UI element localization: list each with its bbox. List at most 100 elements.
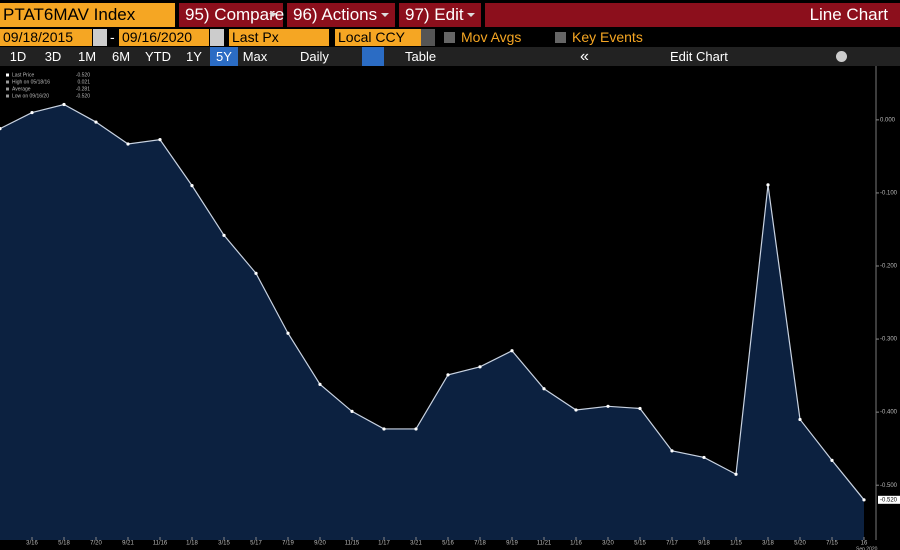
point (702, 455, 706, 460)
x-tick-label: 7/20 (90, 541, 102, 547)
legend-value: -0.520 (76, 72, 90, 78)
chart: 3/16 5/18 7/20 9/21 11/16 1/18 3/15 5/17 7/19 9/2… (0, 66, 900, 550)
period-button[interactable]: 6M (111, 49, 131, 64)
point (158, 138, 162, 142)
legend-value: -0.520 (76, 93, 90, 99)
point (670, 449, 674, 453)
point (382, 427, 386, 431)
x-tick-label: 9/18 (698, 541, 710, 547)
view-title: Line Chart (485, 3, 900, 27)
period-button[interactable]: 1M (77, 49, 97, 64)
point (478, 365, 482, 369)
x-tick-label: 5/15 (634, 541, 646, 547)
legend-label: Low on 09/16/20 (12, 93, 49, 99)
currency-select[interactable]: Local CCY (335, 29, 421, 46)
legend-label: High on 05/18/16 (12, 79, 50, 85)
area (0, 104, 864, 541)
calendar-icon[interactable] (93, 29, 107, 46)
edit-chart-button[interactable]: Edit Chart (670, 49, 728, 64)
period-button[interactable]: Max (242, 49, 268, 64)
collapse-button[interactable]: « (580, 48, 589, 65)
legend-value: -0.281 (76, 86, 90, 92)
end-date[interactable]: 09/16/2020 (119, 29, 209, 46)
last-value-box (878, 495, 900, 504)
period-button[interactable]: 1Y (186, 49, 202, 64)
point (734, 472, 738, 476)
x-tick-label: 3/21 (410, 541, 422, 547)
x-tick-label: 3/16 (26, 541, 38, 547)
x-tick-label: 11/16 (153, 541, 168, 547)
calendar-icon[interactable] (210, 29, 224, 46)
compare-button[interactable]: 95) Compare (179, 3, 284, 27)
period-button[interactable]: 1D (9, 49, 27, 64)
x-tick-label: 1/16 (570, 541, 582, 547)
y-tick-label: -0.200 (880, 264, 898, 270)
period-button[interactable]: YTD (145, 49, 171, 64)
x-tick-label: 5/20 (794, 541, 806, 547)
legend-label: Average (12, 86, 31, 92)
frequency-select[interactable]: Daily (300, 49, 329, 64)
chart-type-icon[interactable] (362, 47, 384, 66)
point (830, 458, 834, 462)
x-tick-label: 11/15 (345, 541, 360, 547)
legend-marker (6, 87, 9, 91)
key-events-option[interactable]: Key Events (572, 29, 643, 45)
x-sublabel: Sep 2020 (856, 546, 878, 550)
legend-marker (6, 80, 9, 84)
point (542, 387, 546, 391)
security-field[interactable]: PTAT6MAV Index (0, 3, 175, 27)
x-tick-label: 7/17 (666, 541, 678, 547)
edit-button[interactable]: 97) Edit (399, 3, 481, 27)
checkbox[interactable] (444, 32, 455, 43)
x-tick-label: 3/20 (602, 541, 614, 547)
x-tick-label: 16 (861, 541, 868, 547)
x-tick-label: 3/15 (218, 541, 230, 547)
point (638, 406, 642, 411)
x-tick-label: 7/15 (826, 541, 838, 547)
point (62, 102, 66, 107)
x-tick-label: 9/21 (122, 541, 134, 547)
x-tick-label: 5/18 (58, 541, 70, 547)
settings-icon[interactable] (836, 51, 847, 62)
point (862, 498, 866, 502)
x-tick-label: 9/19 (506, 541, 518, 547)
dropdown-icon[interactable] (421, 29, 435, 46)
x-tick-label: 5/16 (442, 541, 454, 547)
point (414, 427, 418, 431)
y-tick-label: -0.300 (880, 337, 898, 343)
y-tick-label: 0.000 (880, 117, 896, 123)
y-tick-label: -0.400 (880, 410, 898, 416)
x-tick-label: 1/18 (186, 541, 198, 547)
point (350, 409, 354, 414)
legend-label: Last Price (12, 72, 34, 78)
legend-marker (6, 94, 9, 98)
x-tick-label: 1/15 (730, 541, 742, 547)
checkbox[interactable] (555, 32, 566, 43)
point (254, 271, 258, 275)
point (30, 110, 34, 115)
period-button[interactable]: 5Y (210, 47, 238, 66)
point (446, 373, 450, 377)
period-button[interactable]: 3D (44, 49, 62, 64)
field-select[interactable]: Last Px (229, 29, 329, 46)
x-tick-label: 11/21 (537, 541, 552, 547)
point (222, 233, 226, 237)
y-tick-label: -0.500 (880, 483, 898, 489)
last-value-label: -0.520 (880, 497, 898, 503)
point (606, 404, 610, 408)
point (798, 417, 802, 422)
point (766, 183, 770, 187)
point (94, 120, 98, 124)
table-button[interactable]: Table (405, 49, 437, 64)
x-tick-label: 9/20 (314, 541, 326, 547)
mov-avgs-option[interactable]: Mov Avgs (461, 29, 522, 45)
date-separator: - (110, 29, 115, 45)
point (318, 382, 322, 386)
start-date[interactable]: 09/18/2015 (0, 29, 92, 46)
x-tick-label: 1/17 (378, 541, 390, 547)
point (574, 408, 578, 412)
actions-button[interactable]: 96) Actions (287, 3, 395, 27)
line (0, 103, 865, 501)
point (126, 142, 130, 146)
x-tick-label: 3/18 (762, 541, 774, 547)
